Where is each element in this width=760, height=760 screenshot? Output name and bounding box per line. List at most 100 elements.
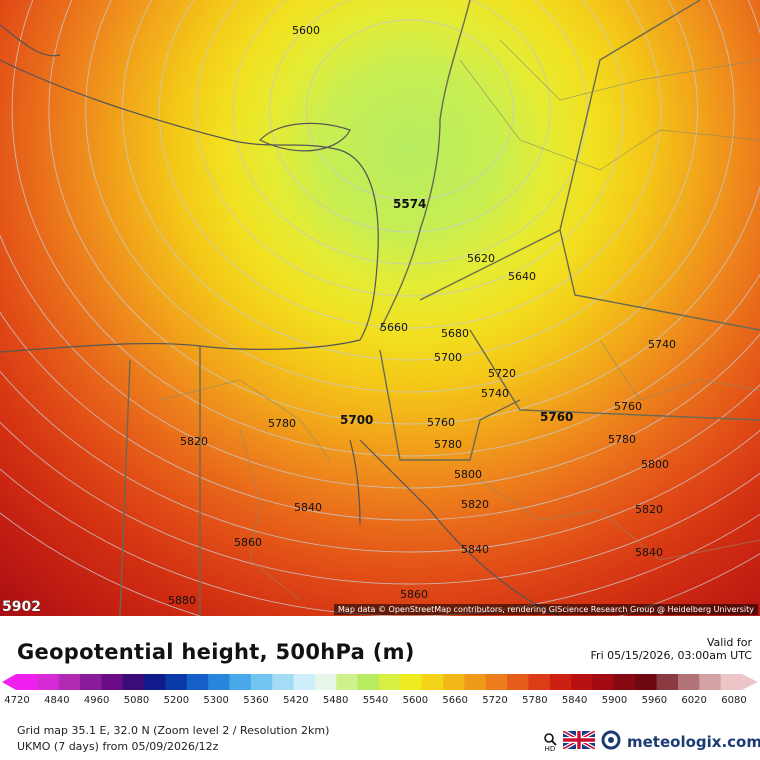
legend-tick-label: 4720 [4, 695, 30, 706]
extremum-label: 5574 [393, 197, 426, 211]
legend-max-arrow [742, 674, 758, 690]
legend-tick-label: 4960 [83, 695, 110, 706]
contour-label: 5800 [454, 468, 482, 481]
legend-swatch [58, 674, 81, 690]
legend-tick-label: 5720 [482, 695, 508, 706]
extreme-value-label: 5902 [2, 599, 41, 615]
contour-line-5840 [0, 421, 760, 585]
contour-line-5800 [0, 311, 760, 521]
legend-swatch [656, 674, 679, 690]
legend-tick-label: 5960 [641, 695, 668, 706]
contour-label: 5620 [467, 252, 495, 265]
color-legend [2, 674, 758, 690]
contour-label: 5820 [461, 498, 489, 511]
contour-label: 5840 [461, 543, 489, 556]
contour-label: 5840 [294, 501, 322, 514]
valid-time: Fri 05/15/2026, 03:00am UTC [590, 649, 752, 662]
legend-swatch [677, 674, 700, 690]
contour-label: 5820 [180, 435, 208, 448]
legend-swatch [357, 674, 380, 690]
hd-label: HD [544, 744, 556, 753]
contour-line-5600 [306, 19, 514, 201]
contour-label: 5660 [380, 321, 408, 334]
legend-swatch [592, 674, 615, 690]
contour-line-5700 [122, 0, 698, 361]
legend-swatch [272, 674, 295, 690]
legend-swatch [101, 674, 124, 690]
contour-label: 5640 [508, 270, 536, 283]
legend-swatch [571, 674, 594, 690]
uk-flag-icon[interactable] [562, 729, 596, 753]
contour-label: 5740 [481, 387, 509, 400]
grid-info: Grid map 35.1 E, 32.0 N (Zoom level 2 / … [17, 724, 330, 737]
legend-swatch [293, 674, 316, 690]
legend-tick-label: 6080 [721, 695, 747, 706]
contour-label: 5680 [441, 327, 469, 340]
legend-tick-label: 4840 [44, 695, 70, 706]
legend-swatch [208, 674, 231, 690]
geopotential-map[interactable]: 5600 5620 5640 5660 5680 5700 5720 5740 5740 5760… [0, 0, 760, 616]
legend-swatch [186, 674, 209, 690]
legend-tick-label: 5660 [442, 695, 468, 706]
map-attribution[interactable]: Map data © OpenStreetMap contributors, r… [334, 604, 758, 615]
contour-lines [0, 0, 760, 616]
footer-icons: HD meteologix.com [543, 729, 760, 755]
legend-swatch [421, 674, 444, 690]
legend-tick-label: 5600 [402, 695, 429, 706]
height-field [0, 0, 760, 616]
contour-line-5760 [11, 0, 760, 457]
legend-tick-label: 5300 [203, 695, 229, 706]
legend-swatch [379, 674, 401, 690]
legend-swatch [16, 674, 38, 690]
legend-tick-label: 5420 [283, 695, 309, 706]
legend-tick-label: 5780 [522, 695, 548, 706]
legend-tick-label: 5360 [243, 695, 269, 706]
contour-label: 5880 [168, 594, 196, 607]
legend-tick-label: 5200 [163, 695, 190, 706]
footer-panel: Geopotential height, 500hPa (m) Valid fo… [0, 616, 760, 760]
model-info: UKMO (7 days) from 05/09/2026/12z [17, 740, 219, 753]
hd-zoom-icon[interactable]: HD [543, 732, 557, 753]
legend-swatch [443, 674, 465, 690]
legend-swatch [80, 674, 102, 690]
legend-tick-label: 5080 [123, 695, 150, 706]
contour-label: 5780 [268, 417, 296, 430]
legend-swatch [720, 674, 743, 690]
extremum-label: 5760 [540, 410, 573, 424]
legend-swatch [250, 674, 273, 690]
contour-line-5740 [48, 0, 760, 425]
legend-swatch [37, 674, 60, 690]
legend-swatch [314, 674, 337, 690]
chart-title: Geopotential height, 500hPa (m) [17, 640, 415, 664]
contour-line-5620 [269, 0, 551, 233]
contour-label: 5820 [635, 503, 663, 516]
legend-swatch [144, 674, 166, 690]
contour-line-5820 [0, 370, 760, 553]
valid-for-label: Valid for [706, 636, 752, 649]
region-borders [159, 39, 760, 601]
legend-swatch [635, 674, 658, 690]
contour-line-5720 [85, 0, 735, 393]
legend-min-arrow [2, 674, 16, 690]
legend-swatch [613, 674, 636, 690]
legend-tick-label: 6020 [681, 695, 707, 706]
brand-link[interactable]: meteologix.com [627, 733, 760, 751]
legend-tick-label: 5900 [601, 695, 628, 706]
contour-label: 5860 [234, 536, 262, 549]
contour-line-5660 [195, 0, 625, 297]
legend-swatch [122, 674, 145, 690]
legend-labels: 4720 4840 4960 5080 5200 5300 5360 5420 5480 5540… [0, 695, 760, 709]
contour-label: 5740 [648, 338, 676, 351]
legend-tick-label: 5540 [362, 695, 389, 706]
coastlines [0, 24, 561, 616]
legend-swatch [528, 674, 551, 690]
country-borders [119, 0, 760, 616]
contour-label: 5800 [641, 458, 669, 471]
contour-label: 5860 [400, 588, 428, 601]
contour-labels: 5600 5620 5640 5660 5680 5700 5720 5740 5740 5760… [168, 24, 676, 607]
contour-line-5780 [0, 234, 760, 489]
legend-swatch [485, 674, 508, 690]
contour-label: 5720 [488, 367, 516, 380]
legend-tick-label: 5480 [322, 695, 349, 706]
meteologix-logo-icon [601, 730, 621, 754]
